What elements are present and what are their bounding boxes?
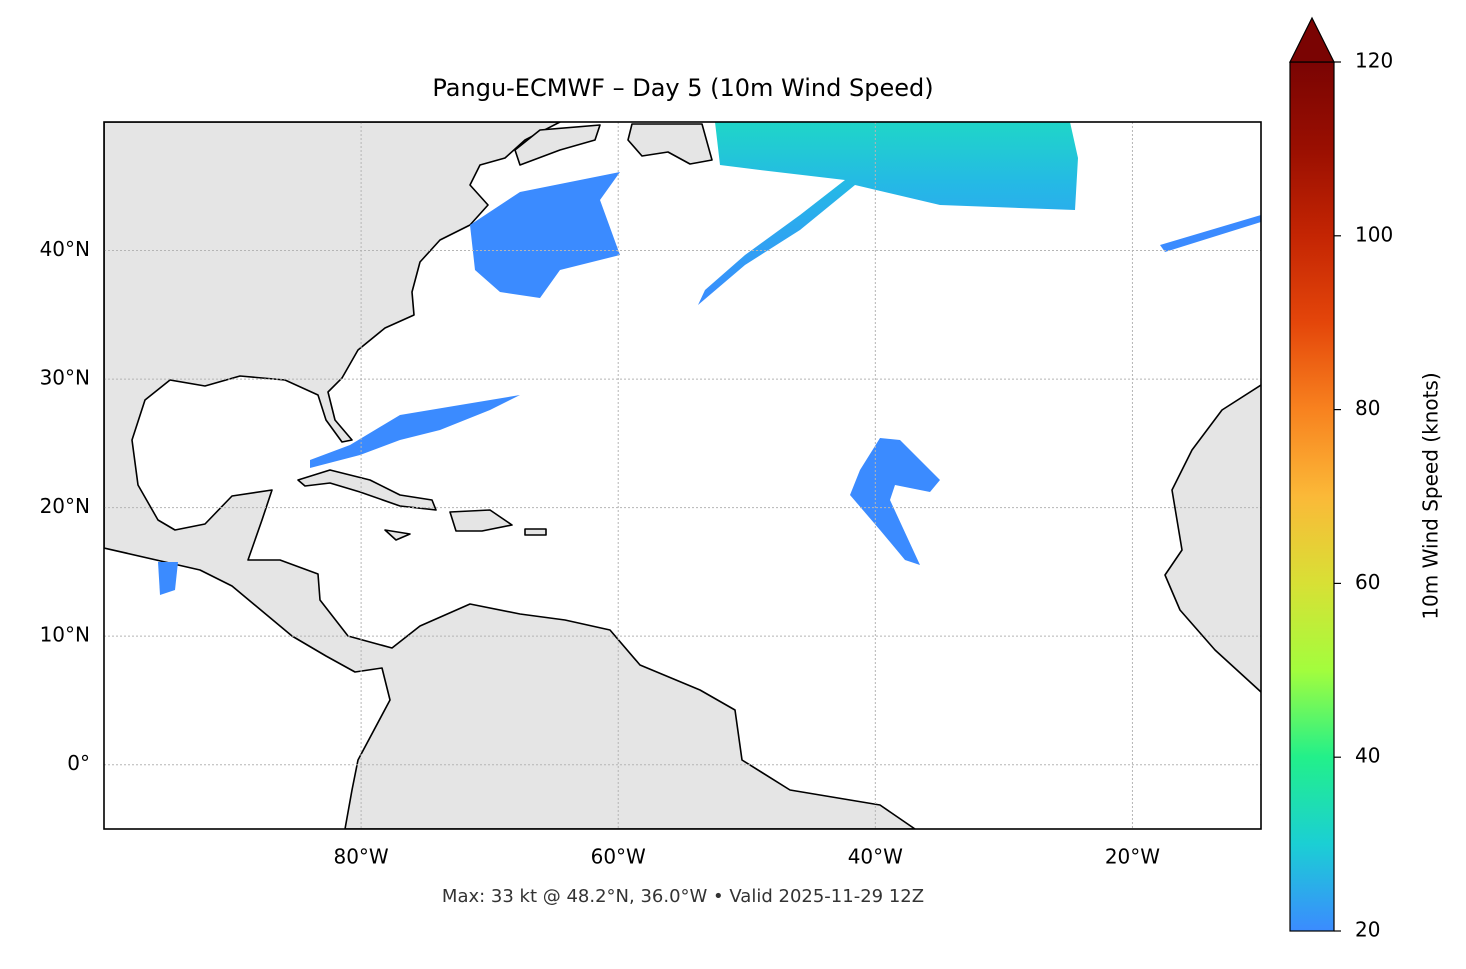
map-area [104, 122, 1261, 829]
colorbar-tick-label: 60 [1355, 570, 1380, 594]
axis-ticks: 80°W 60°W 40°W 20°W 0° 10°N 20°N 30°N 40°N [40, 237, 1161, 868]
map-frame [103, 121, 1262, 830]
y-tick-label: 20°N [40, 494, 90, 518]
colorbar-tick-label: 40 [1355, 744, 1380, 768]
x-tick-label: 60°W [591, 845, 646, 869]
wind-region [1160, 215, 1261, 252]
wind-region [158, 562, 178, 595]
y-tick-label: 10°N [40, 623, 90, 647]
americas [104, 122, 916, 829]
wind-region [470, 172, 620, 298]
wind-region [310, 395, 520, 468]
wind-region [698, 122, 1078, 305]
land [104, 122, 1261, 829]
colorbar-tick-label: 100 [1355, 222, 1393, 246]
colorbar: 10m Wind Speed (knots) 20 40 60 80 100 120 [1289, 16, 1443, 942]
map-title: Pangu-ECMWF – Day 5 (10m Wind Speed) [432, 74, 933, 102]
colorbar-extension [1289, 16, 1335, 63]
colorbar-tick-label: 80 [1355, 396, 1380, 420]
x-tick-label: 40°W [848, 845, 903, 869]
puerto-rico [524, 528, 547, 536]
colorbar-label: 10m Wind Speed (knots) [1419, 372, 1443, 619]
wind-region [850, 438, 940, 565]
newfoundland [627, 123, 713, 165]
wind-field [158, 122, 1261, 595]
y-tick-label: 30°N [40, 366, 90, 390]
africa [1164, 384, 1261, 693]
jamaica [384, 529, 411, 541]
colorbar-tick-label: 120 [1355, 49, 1393, 73]
annotation: Max: 33 kt @ 48.2°N, 36.0°W • Valid 2025… [442, 886, 924, 907]
x-tick-label: 20°W [1105, 845, 1160, 869]
colorbar-tick-label: 20 [1355, 918, 1380, 942]
hispaniola [449, 509, 513, 532]
cuba [297, 469, 437, 511]
colorbar-bar [1289, 61, 1335, 932]
nova-scotia [514, 124, 601, 166]
y-tick-label: 0° [67, 751, 90, 775]
y-tick-label: 40°N [40, 237, 90, 261]
x-tick-label: 80°W [333, 845, 388, 869]
grid [104, 122, 1261, 829]
